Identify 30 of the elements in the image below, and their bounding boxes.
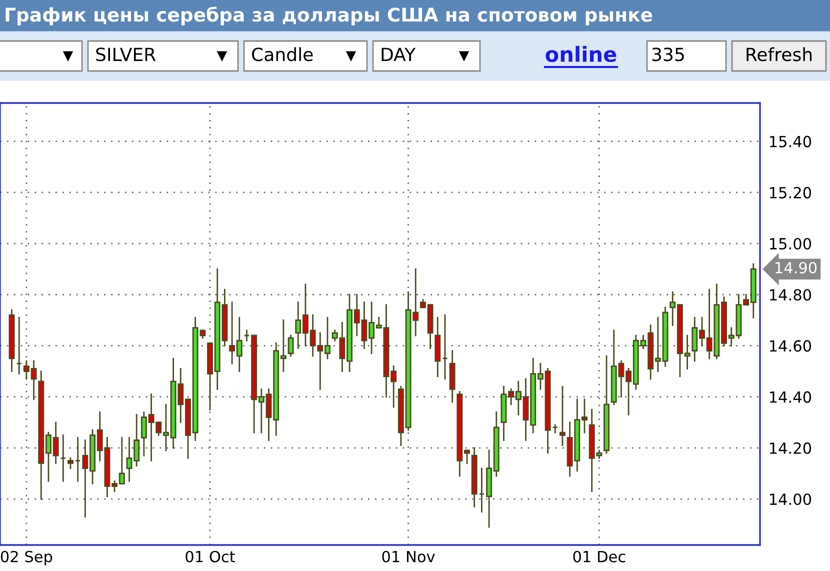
candlestick <box>60 434 66 482</box>
candlestick <box>16 316 22 375</box>
text: Candle <box>252 47 313 62</box>
candlestick <box>68 457 74 470</box>
y-tick-label: 14.00 <box>770 493 812 506</box>
chart-title: График цены серебра за доллары США на спотовом рынке <box>6 6 652 26</box>
text: DAY <box>382 48 416 61</box>
y-tick-label: 15.40 <box>770 136 812 148</box>
y-tick-label: 14.20 <box>770 442 812 454</box>
text: 14.90 <box>776 262 817 274</box>
x-tick-label: 01 Nov <box>382 550 435 562</box>
candlestick <box>560 386 566 446</box>
y-tick-label: 14.60 <box>770 340 812 352</box>
text: 335 <box>652 48 684 62</box>
x-tick-label: 02 Sep <box>0 550 52 566</box>
candlestick <box>478 468 485 512</box>
candlestick <box>244 330 250 342</box>
y-tick-label: 15.00 <box>770 238 812 250</box>
y-tick-label: 15.20 <box>770 186 812 198</box>
y-tick-label: 14.40 <box>770 391 812 403</box>
candlestick <box>74 437 81 482</box>
text: Refresh <box>746 47 812 62</box>
candlestick <box>552 424 558 434</box>
x-tick-label: 01 Dec <box>573 550 626 562</box>
candlestick <box>442 314 448 380</box>
candlestick <box>288 334 294 357</box>
x-tick-label: 01 Oct <box>186 550 235 562</box>
text: SILVER <box>96 48 156 62</box>
y-tick-label: 14.80 <box>770 289 812 301</box>
text: online <box>546 46 616 62</box>
